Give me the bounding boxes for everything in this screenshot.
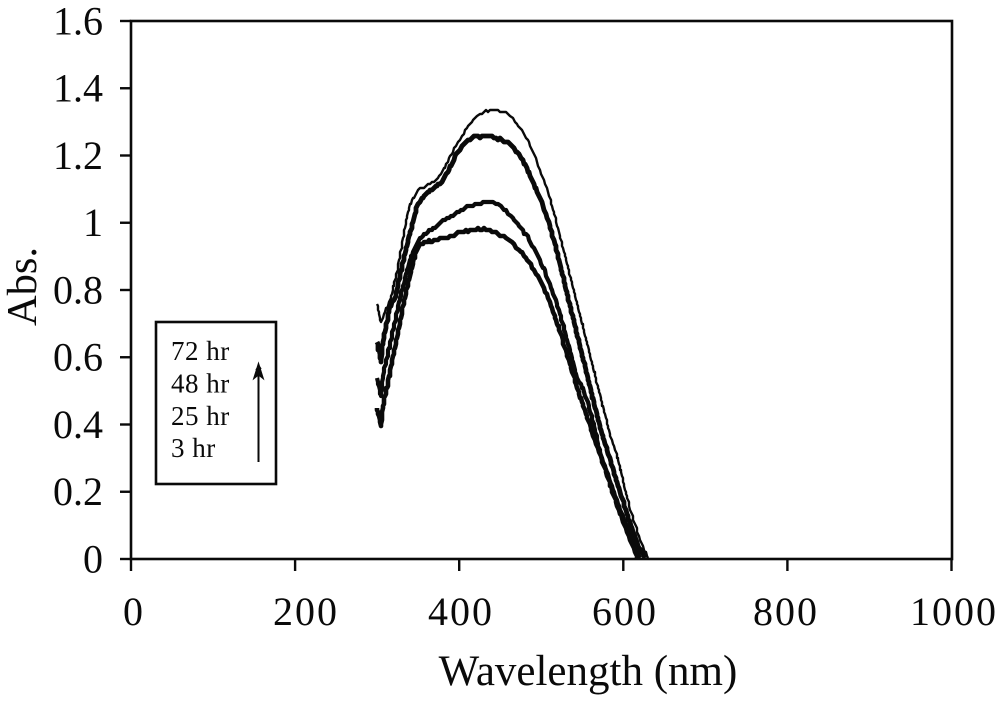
svg-text:0.8: 0.8 [53,267,103,312]
svg-text:Abs.: Abs. [0,247,46,326]
svg-text:0: 0 [83,536,103,581]
svg-text:72 hr: 72 hr [171,336,230,366]
svg-text:0.2: 0.2 [53,469,103,514]
svg-text:400: 400 [428,589,494,634]
svg-text:0.4: 0.4 [53,402,103,447]
svg-text:48 hr: 48 hr [171,369,230,399]
svg-text:0: 0 [123,589,145,634]
svg-text:3 hr: 3 hr [171,433,216,463]
svg-text:600: 600 [592,589,658,634]
svg-text:Wavelength (nm): Wavelength (nm) [439,648,738,695]
svg-text:800: 800 [753,589,819,634]
svg-text:200: 200 [273,589,339,634]
svg-text:1.6: 1.6 [53,0,103,43]
svg-text:1.2: 1.2 [53,133,103,178]
svg-text:0.6: 0.6 [53,335,103,380]
svg-text:1000: 1000 [910,589,998,634]
svg-text:1: 1 [83,200,103,245]
svg-text:25 hr: 25 hr [171,401,230,431]
svg-text:1.4: 1.4 [53,66,103,111]
